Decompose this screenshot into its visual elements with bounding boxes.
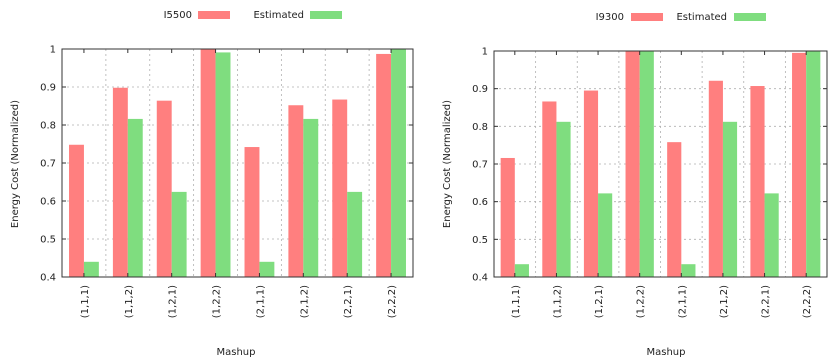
- y-tick-label: 0.7: [472, 160, 488, 171]
- bar-measured: [288, 105, 304, 278]
- x-tick-label: (1,1,1): [80, 285, 91, 318]
- x-ticks: (1,1,1) (1,1,2) (1,2,1) (1,2,2) (2,1,1) (2,1,…: [511, 51, 813, 318]
- bar-measured: [583, 90, 599, 277]
- x-tick-label: (2,2,1): [343, 285, 354, 318]
- y-tick-label: 0.6: [40, 197, 56, 208]
- x-tick-label: (1,2,1): [594, 285, 605, 318]
- x-tick-label: (1,2,1): [168, 285, 179, 318]
- bar-measured: [750, 86, 765, 277]
- y-tick-label: 0.7: [40, 159, 56, 170]
- x-tick-label: (2,2,2): [802, 285, 813, 318]
- bar-measured: [792, 52, 807, 278]
- x-tick-label: (1,2,2): [636, 285, 647, 318]
- bar-estimated: [171, 191, 187, 277]
- bar-measured: [69, 144, 84, 277]
- x-axis-title: Mashup: [647, 347, 686, 358]
- y-tick-label: 0.8: [40, 121, 56, 132]
- plot-frame: [61, 48, 414, 278]
- bar-estimated: [391, 49, 406, 277]
- legend-swatch-series-1: [198, 11, 230, 19]
- x-tick-label: (1,1,1): [511, 285, 522, 318]
- bars: [69, 49, 406, 278]
- x-tick-label: (2,2,2): [387, 285, 398, 318]
- y-ticks: 0.4 0.5 0.6 0.7 0.8 0.9 1: [472, 47, 827, 284]
- y-tick-label: 1: [50, 45, 56, 56]
- bar-measured: [625, 51, 640, 277]
- legend: I5500 Estimated: [164, 10, 342, 21]
- bar-measured: [200, 49, 216, 277]
- x-tick-label: (1,1,2): [552, 285, 563, 318]
- bar-measured: [156, 100, 172, 278]
- y-tick-label: 0.9: [40, 83, 56, 94]
- y-tick-label: 0.5: [472, 235, 488, 246]
- bar-estimated: [598, 193, 613, 277]
- legend-label-series-1: I9300: [596, 12, 624, 23]
- bar-estimated: [215, 52, 231, 277]
- bar-estimated: [722, 121, 738, 278]
- y-tick-label: 0.8: [472, 122, 488, 133]
- y-axis-title: Energy Cost (Normalized): [442, 100, 453, 228]
- bars: [500, 51, 821, 278]
- x-tick-label: (2,1,1): [677, 285, 688, 318]
- bar-measured: [500, 157, 515, 277]
- legend-label-series-1: I5500: [164, 10, 192, 21]
- legend: I9300 Estimated: [596, 12, 766, 23]
- bar-estimated: [259, 261, 275, 277]
- chart-left: I5500 Estimated 0.4 0.5 0.6 0.7 0.8 0.9 1 (1,1…: [10, 10, 414, 358]
- y-tick-label: 0.9: [472, 84, 488, 95]
- bar-estimated: [681, 264, 696, 277]
- x-tick-label: (2,2,1): [761, 285, 772, 318]
- bar-estimated: [514, 264, 529, 277]
- legend-swatch-series-2: [734, 13, 766, 21]
- x-tick-label: (2,1,2): [719, 285, 730, 318]
- y-tick-label: 1: [482, 47, 488, 58]
- bar-measured: [376, 53, 392, 277]
- bar-estimated: [127, 118, 143, 277]
- legend-swatch-series-2: [310, 11, 342, 19]
- chart-right: I9300 Estimated 0.4 0.5 0.6 0.7 0.8 0.9 1 (1,1…: [442, 12, 828, 358]
- x-tick-label: (1,1,2): [124, 285, 135, 318]
- bar-estimated: [347, 191, 363, 277]
- legend-label-series-2: Estimated: [253, 10, 304, 21]
- y-axis-title: Energy Cost (Normalized): [10, 100, 21, 228]
- y-tick-label: 0.4: [40, 273, 56, 284]
- y-ticks: 0.4 0.5 0.6 0.7 0.8 0.9 1: [40, 45, 413, 284]
- x-ticks: (1,1,1) (1,1,2) (1,2,1) (1,2,2) (2,1,1) (2,1,…: [80, 49, 398, 318]
- plot-frame: [493, 50, 828, 278]
- legend-swatch-series-1: [631, 13, 663, 21]
- bar-estimated: [764, 193, 779, 277]
- bar-measured: [332, 99, 348, 277]
- bar-measured: [667, 142, 682, 277]
- y-tick-label: 0.5: [40, 235, 56, 246]
- bar-estimated: [639, 51, 654, 277]
- x-tick-label: (1,2,2): [212, 285, 223, 318]
- legend-label-series-2: Estimated: [676, 12, 727, 23]
- bar-measured: [542, 101, 557, 278]
- x-tick-label: (2,1,1): [255, 285, 266, 318]
- y-tick-label: 0.4: [472, 273, 488, 284]
- bar-estimated: [83, 261, 99, 277]
- bar-estimated: [556, 121, 571, 278]
- bar-measured: [112, 87, 128, 277]
- bar-measured: [244, 147, 260, 277]
- bar-estimated: [806, 51, 821, 277]
- x-tick-label: (2,1,2): [299, 285, 310, 318]
- x-axis-title: Mashup: [217, 347, 256, 358]
- y-tick-label: 0.6: [472, 197, 488, 208]
- bar-estimated: [303, 118, 319, 277]
- bar-measured: [708, 80, 723, 277]
